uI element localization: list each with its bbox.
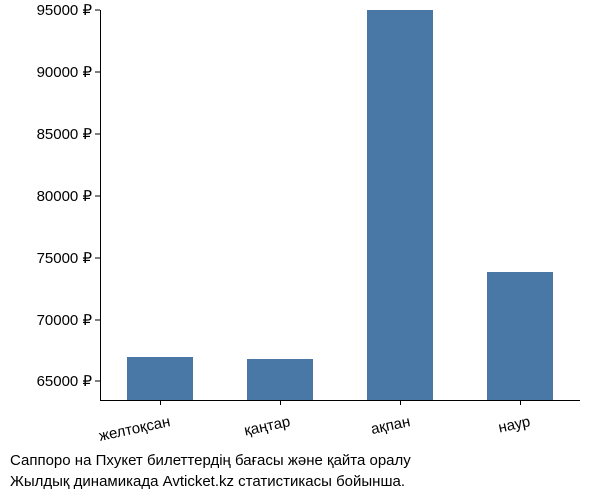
x-tick-mark	[280, 400, 281, 405]
y-tick-mark	[95, 381, 100, 382]
x-tick-label: желтоқсан	[70, 413, 171, 450]
bar	[127, 357, 193, 400]
caption-line-1: Саппоро на Пхукет билеттердің бағасы жән…	[10, 450, 590, 471]
x-tick-label: ақпан	[310, 413, 411, 450]
y-tick-label: 65000 ₽	[37, 372, 92, 390]
bar	[367, 10, 433, 400]
bars-group	[100, 10, 580, 400]
y-tick-mark	[95, 10, 100, 11]
chart-container: 65000 ₽ 70000 ₽ 75000 ₽ 80000 ₽ 85000 ₽ 90000…	[0, 0, 600, 500]
x-axis-line	[100, 400, 580, 401]
x-tick-label: наур	[430, 413, 531, 450]
x-tick-label: қаңтар	[190, 413, 291, 450]
plot-area	[100, 10, 580, 400]
y-tick-mark	[95, 257, 100, 258]
bar	[247, 359, 313, 400]
y-tick-label: 95000 ₽	[37, 1, 92, 19]
x-tick-mark	[520, 400, 521, 405]
y-tick-label: 70000 ₽	[37, 311, 92, 329]
chart-caption: Саппоро на Пхукет билеттердің бағасы жән…	[10, 450, 590, 492]
y-tick-mark	[95, 195, 100, 196]
y-tick-mark	[95, 133, 100, 134]
x-axis-labels: желтоқсанқаңтарақпаннаур	[100, 405, 580, 445]
x-tick-mark	[400, 400, 401, 405]
y-tick-label: 90000 ₽	[37, 63, 92, 81]
y-tick-label: 75000 ₽	[37, 249, 92, 267]
y-tick-mark	[95, 71, 100, 72]
y-axis: 65000 ₽ 70000 ₽ 75000 ₽ 80000 ₽ 85000 ₽ 90000…	[0, 10, 100, 400]
y-tick-label: 80000 ₽	[37, 187, 92, 205]
y-tick-label: 85000 ₽	[37, 125, 92, 143]
caption-line-2: Жылдық динамикада Avticket.kz статистика…	[10, 471, 590, 492]
x-tick-mark	[160, 400, 161, 405]
y-tick-mark	[95, 319, 100, 320]
bar	[487, 272, 553, 400]
